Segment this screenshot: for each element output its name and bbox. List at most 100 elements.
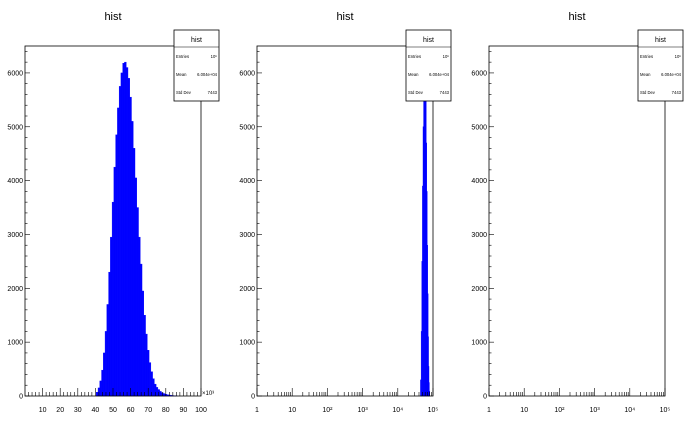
histogram-bin	[134, 177, 137, 397]
stats-label-entries: Entries	[640, 54, 653, 59]
x-tick-label: 80	[162, 407, 170, 414]
histogram-bin	[108, 271, 111, 397]
x-tick-label: 10⁵	[660, 407, 671, 414]
histogram-bin	[96, 392, 99, 397]
y-tick-label: 2000	[239, 286, 255, 293]
x-tick-label: 10³	[358, 407, 369, 414]
x-tick-label: 40	[92, 407, 100, 414]
histogram-bin	[118, 86, 122, 397]
x-tick-label: 30	[74, 407, 82, 414]
histogram-bin	[106, 304, 109, 397]
x-tick-label: 10	[520, 407, 528, 414]
stats-value-std_dev: 7443	[672, 90, 682, 95]
y-tick-label: 6000	[471, 70, 487, 77]
x-tick-label: 10⁴	[624, 407, 635, 414]
histogram-bin	[136, 207, 139, 397]
x-tick-label: 10³	[590, 407, 601, 414]
histogram-bin	[117, 107, 120, 397]
y-tick-label: 4000	[471, 178, 487, 185]
histogram-bin	[115, 134, 118, 397]
stats-value-mean: 6.004e+04	[429, 72, 450, 77]
y-tick-label: 5000	[7, 124, 23, 131]
histogram-panel-1: hist 0 1000 2000 3000 4000 5000 6000 10 20 30 40 50 6…	[7, 11, 220, 414]
histogram-bin	[120, 72, 123, 397]
stats-value-mean: 6.004e+04	[661, 72, 682, 77]
panel-title: hist	[568, 11, 585, 23]
histogram-panel-2: hist 0 1000 2000 3000 4000 5000 6000 1 10 10² 10³ 10…	[239, 11, 452, 414]
x-tick-label: 10²	[322, 407, 333, 414]
stats-box-frame	[405, 29, 452, 102]
y-tick-label: 1000	[471, 340, 487, 347]
y-tick-label: 2000	[471, 286, 487, 293]
histogram-bin	[155, 387, 159, 397]
y-tick-label: 5000	[239, 124, 255, 131]
stats-value-std_dev: 7443	[440, 90, 450, 95]
stats-box: hist Entries 10⁶ Mean 6.004e+04 Std Dev 7443	[405, 29, 452, 102]
histogram-bin	[152, 378, 155, 397]
x-axis-multiplier: ×10³	[202, 391, 214, 397]
histogram-bin	[111, 201, 115, 397]
stats-value-entries: 10⁶	[675, 54, 682, 59]
x-tick-label: 50	[109, 407, 117, 414]
x-tick-label: 1	[487, 407, 491, 414]
histogram-bin	[110, 236, 113, 397]
stats-box-name: hist	[423, 37, 434, 44]
x-tick-label: 10	[39, 407, 47, 414]
x-tick-label: 70	[144, 407, 152, 414]
x-tick-label: 1	[255, 407, 259, 414]
stats-box-frame	[637, 29, 684, 102]
x-tick-label: 10	[288, 407, 296, 414]
y-tick-label: 1000	[7, 340, 23, 347]
x-tick-label: 20	[56, 407, 64, 414]
histogram-bin	[127, 78, 130, 397]
x-tick-label: 10⁴	[392, 407, 403, 414]
stats-box-name: hist	[655, 37, 666, 44]
stats-box: hist Entries 10⁶ Mean 6.004e+04 Std Dev 7443	[173, 29, 220, 102]
y-tick-label: 3000	[471, 232, 487, 239]
histogram-bin	[140, 263, 143, 397]
plot-frame	[256, 45, 434, 397]
y-tick-label: 0	[19, 394, 23, 401]
histogram-bin	[104, 331, 108, 397]
stats-label-std_dev: Std Dev	[640, 90, 656, 95]
y-tick-label: 3000	[7, 232, 23, 239]
histogram-bin	[133, 148, 136, 397]
histogram-bin	[124, 61, 127, 397]
panel-title: hist	[336, 11, 353, 23]
stats-value-entries: 10⁶	[443, 54, 450, 59]
x-tick-label: 60	[127, 407, 135, 414]
y-tick-label: 0	[483, 394, 487, 401]
plot-frame	[488, 45, 666, 397]
y-tick-label: 2000	[7, 286, 23, 293]
histogram-bin	[138, 236, 141, 397]
y-tick-label: 0	[251, 394, 255, 401]
stats-box-name: hist	[191, 37, 202, 44]
stats-value-std_dev: 7443	[208, 90, 218, 95]
histogram-bin	[159, 391, 162, 397]
stats-box: hist Entries 10⁶ Mean 6.004e+04 Std Dev 7443	[637, 29, 684, 102]
histogram-bin	[141, 290, 144, 397]
y-tick-label: 1000	[239, 340, 255, 347]
y-tick-label: 6000	[239, 70, 255, 77]
histogram-bin	[129, 96, 132, 397]
histogram-bars	[420, 61, 431, 397]
y-tick-label: 4000	[7, 178, 23, 185]
histogram-panel-3: hist 0 1000 2000 3000 4000 5000 6000 1 10 10² 10³ 10…	[471, 11, 684, 414]
stats-label-mean: Mean	[640, 72, 651, 77]
stats-label-entries: Entries	[408, 54, 421, 59]
stats-value-mean: 6.004e+04	[197, 72, 218, 77]
y-tick-label: 4000	[239, 178, 255, 185]
x-tick-label: 10²	[554, 407, 565, 414]
x-tick-label: 90	[180, 407, 188, 414]
histogram-bin	[131, 121, 134, 397]
histogram-bin	[122, 63, 125, 397]
histogram-bin	[113, 166, 116, 397]
stats-label-std_dev: Std Dev	[176, 90, 192, 95]
stats-label-mean: Mean	[408, 72, 419, 77]
stats-value-entries: 10⁶	[211, 54, 218, 59]
stats-label-mean: Mean	[176, 72, 187, 77]
panel-title: hist	[104, 11, 121, 23]
histogram-bin	[148, 362, 152, 397]
histogram-bin	[103, 352, 106, 397]
